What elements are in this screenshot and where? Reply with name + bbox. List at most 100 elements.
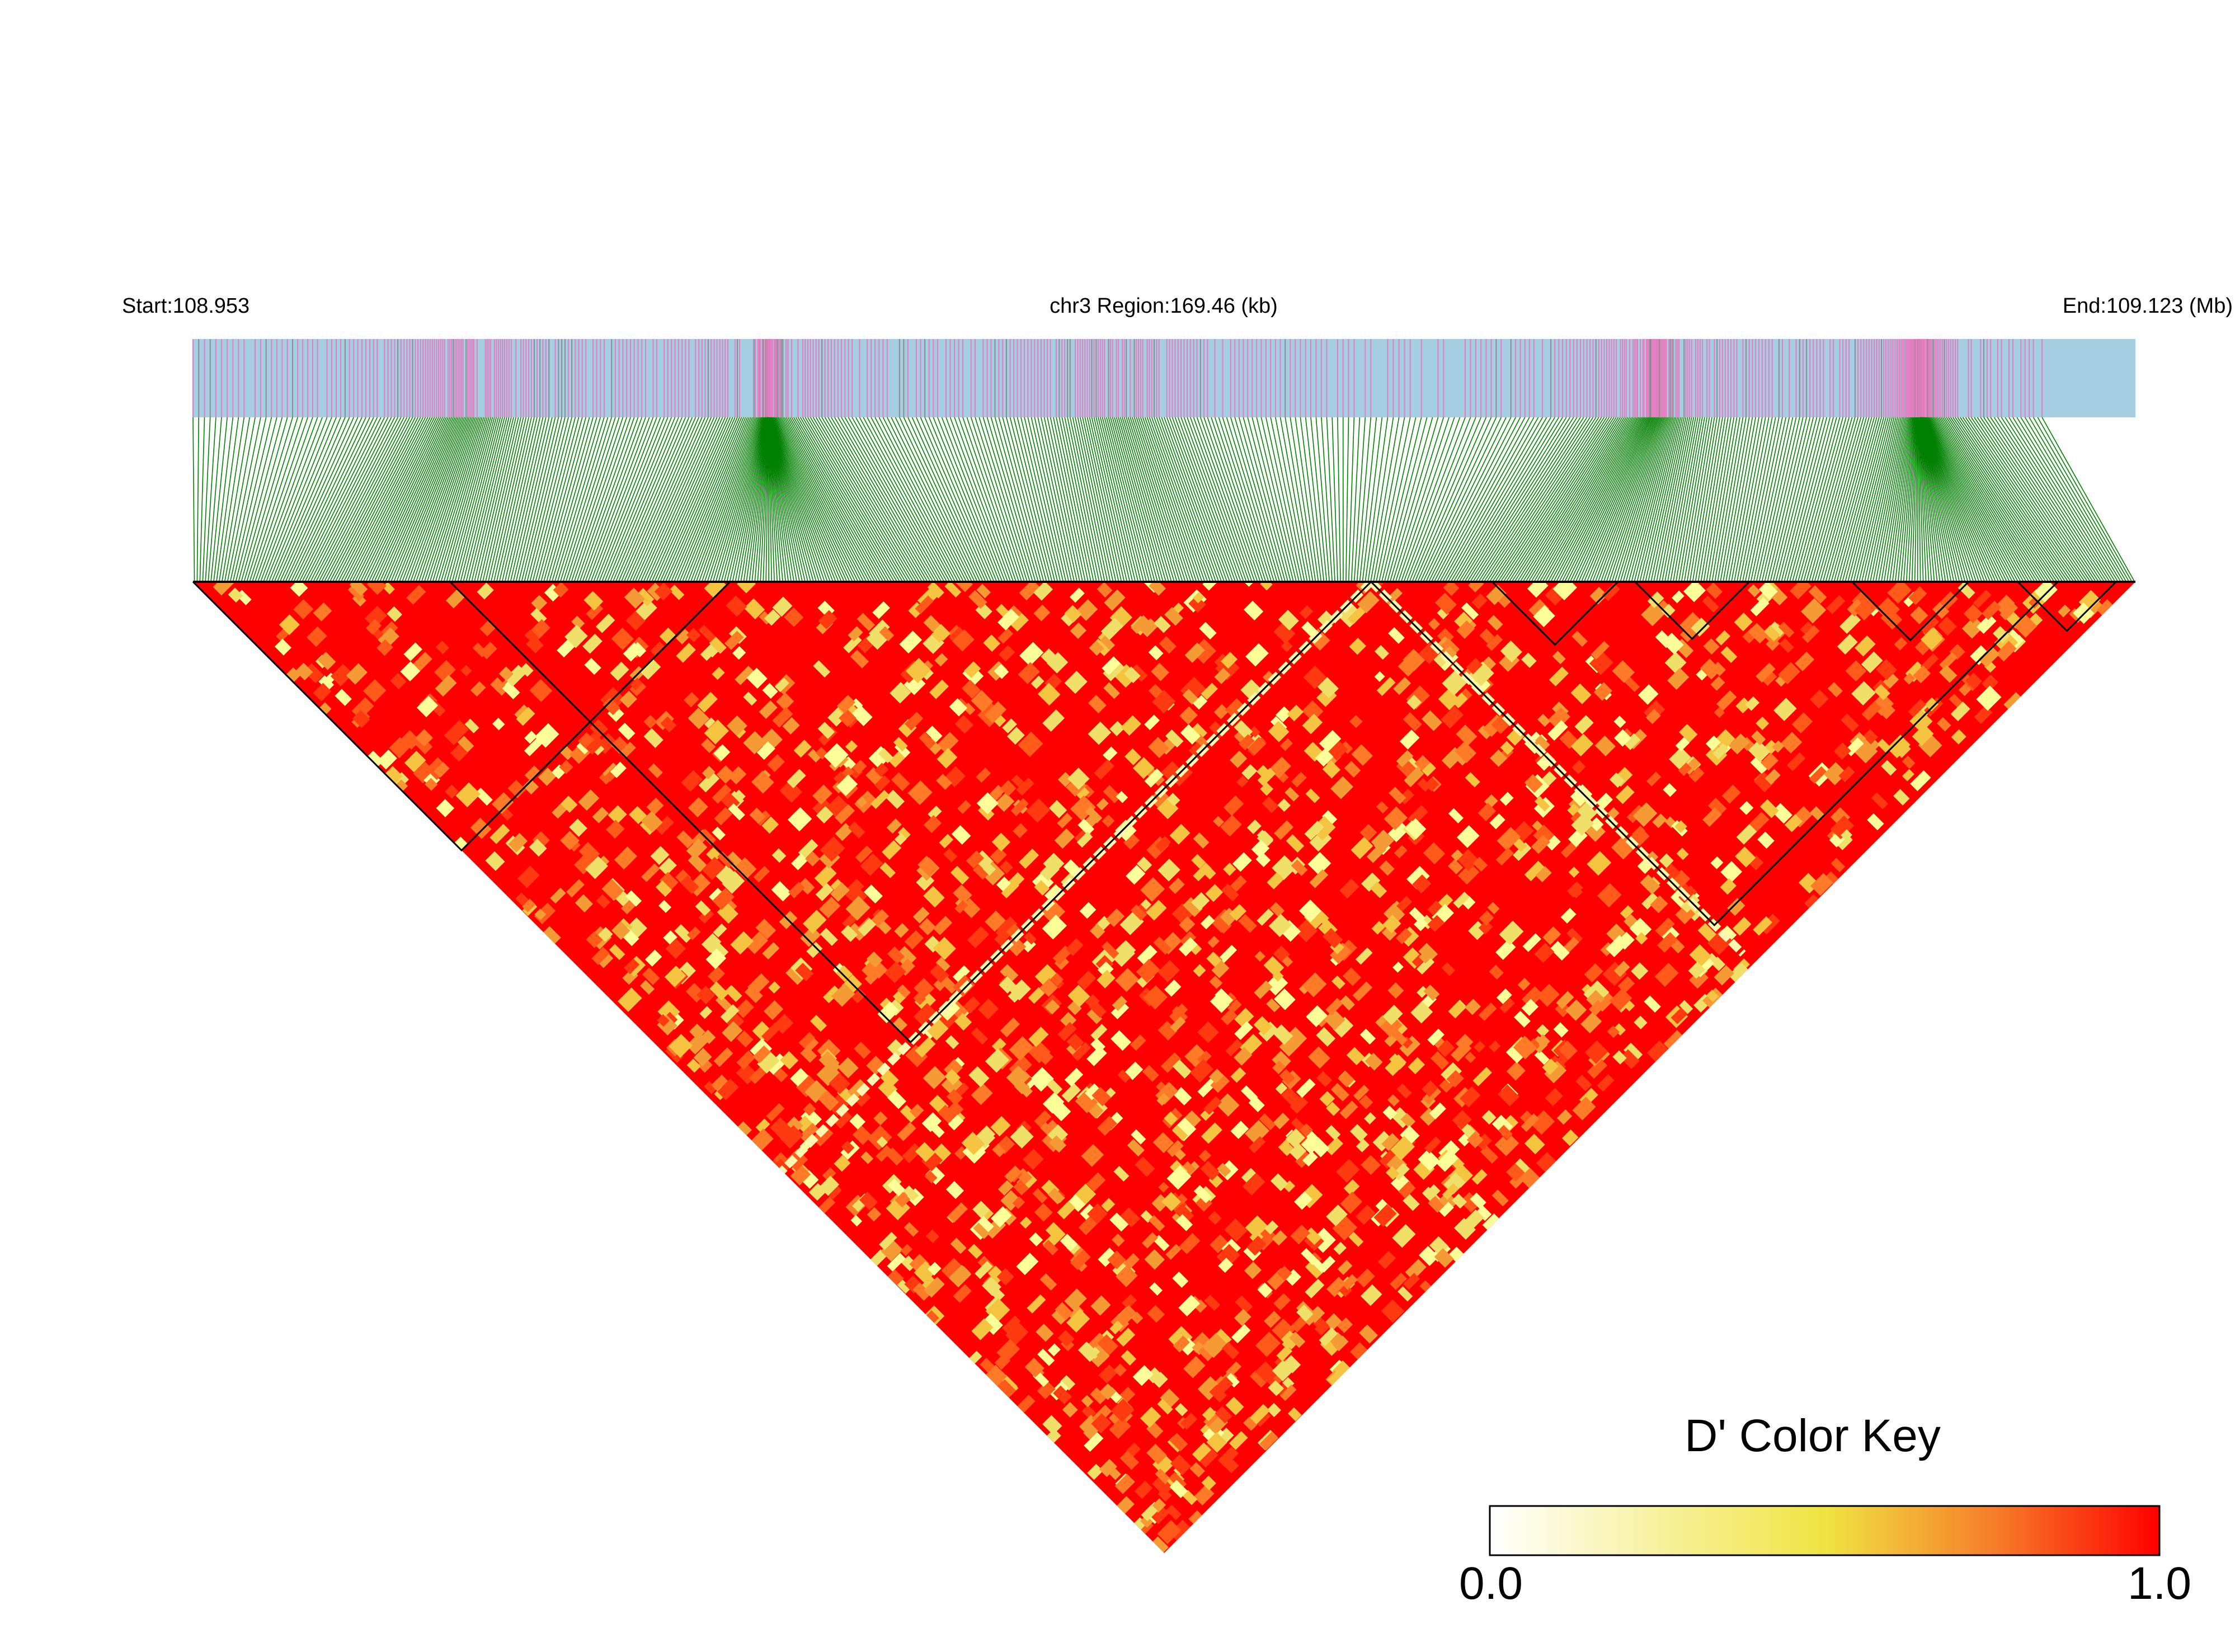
ld-cell xyxy=(1800,621,1815,636)
ld-cell xyxy=(1424,1136,1441,1154)
snp-connector-line xyxy=(591,417,654,581)
snp-connector-line xyxy=(1434,417,1521,581)
ld-cell xyxy=(1691,617,1710,637)
ld-cell xyxy=(1789,582,1811,600)
ld-cell xyxy=(1970,645,1990,665)
ld-cell xyxy=(1427,900,1443,916)
ld-cell xyxy=(1307,1046,1330,1069)
ld-cell xyxy=(1513,1036,1537,1060)
ld-cell xyxy=(752,1045,771,1063)
snp-connector-line xyxy=(1636,417,1678,581)
snp-connector-line xyxy=(1161,417,1222,581)
ld-cell xyxy=(722,870,745,894)
ld-cell xyxy=(1410,1001,1433,1024)
ld-cell xyxy=(1342,1274,1358,1290)
ld-cell xyxy=(1273,1293,1291,1311)
snp-connector-line xyxy=(1629,417,1674,581)
ld-cell xyxy=(1500,741,1514,755)
ld-cell xyxy=(1037,1380,1056,1400)
snp-connector-line xyxy=(702,417,760,581)
ld-cell xyxy=(805,851,820,867)
ld-cell xyxy=(1019,642,1044,666)
snp-connector-line xyxy=(1041,417,1077,581)
ld-cell xyxy=(771,881,792,902)
ld-cell xyxy=(1033,604,1051,622)
ld-cell xyxy=(1257,768,1276,787)
snp-connector-line xyxy=(222,417,250,581)
snp-connector-line xyxy=(916,417,989,581)
ld-cell xyxy=(1023,1149,1044,1170)
ld-cell xyxy=(1214,667,1231,684)
snp-connector-line xyxy=(749,417,769,581)
ld-cell xyxy=(878,748,893,764)
snp-connector-line xyxy=(349,417,433,581)
ld-cell xyxy=(347,584,365,601)
ld-cell xyxy=(951,825,971,845)
ld-cell xyxy=(1006,609,1029,632)
ld-cell xyxy=(1451,849,1464,862)
ld-cell xyxy=(1772,740,1785,753)
ld-cell xyxy=(1178,1295,1200,1317)
ld-cell xyxy=(1064,1288,1087,1311)
ld-cell xyxy=(717,851,734,868)
snp-connector-line xyxy=(1853,417,1895,581)
snp-connector-line xyxy=(730,417,768,581)
ld-cell xyxy=(1465,999,1481,1015)
ld-cell xyxy=(1302,713,1323,735)
ld-cell xyxy=(1085,806,1103,823)
ld-cell xyxy=(1272,1060,1286,1075)
ld-cell xyxy=(744,598,765,620)
ld-cell xyxy=(1455,741,1477,764)
snp-connector-line xyxy=(346,417,431,581)
ld-cell xyxy=(1760,752,1779,771)
ld-cell xyxy=(1047,1428,1061,1443)
snp-connector-line xyxy=(308,417,392,581)
ld-cell xyxy=(1748,623,1769,644)
ld-cell xyxy=(686,838,708,860)
ld-cell xyxy=(1524,860,1545,882)
ld-cell xyxy=(686,1032,708,1055)
ld-cell xyxy=(654,582,673,601)
ld-cell xyxy=(2029,596,2041,609)
ld-cell xyxy=(523,778,539,795)
ld-cell xyxy=(1279,738,1293,751)
ld-cell xyxy=(1392,1224,1416,1248)
ld-cell xyxy=(1175,1214,1193,1231)
snp-connector-line xyxy=(1439,417,1530,581)
color-key-max-label: 1.0 xyxy=(2128,1558,2191,1609)
snp-connector-line xyxy=(1295,417,1319,581)
ld-cell xyxy=(595,614,615,633)
snp-connector-line xyxy=(1767,417,1807,581)
ld-cell xyxy=(658,857,677,876)
ld-cell xyxy=(1586,990,1605,1009)
ld-cell xyxy=(1006,923,1023,940)
snp-connector-line xyxy=(241,417,288,581)
ld-cell xyxy=(1939,652,1958,671)
ld-cell xyxy=(447,719,469,742)
ld-cell xyxy=(887,1178,906,1197)
ld-cell xyxy=(1404,766,1424,788)
snp-connector-line xyxy=(1934,417,2035,581)
ld-cell xyxy=(1893,789,1910,806)
ld-cell xyxy=(859,1192,878,1211)
snp-connector-line xyxy=(1200,417,1258,581)
ld-cell xyxy=(1166,793,1180,807)
snp-connector-line xyxy=(773,417,850,581)
ld-cell xyxy=(1951,729,1966,745)
snp-connector-line xyxy=(1886,417,1912,581)
snp-connector-line xyxy=(1765,417,1804,581)
snp-connector-line xyxy=(1914,417,1918,581)
snp-connector-line xyxy=(2001,417,2107,581)
ld-cell xyxy=(1874,684,1890,700)
ld-cell xyxy=(1124,1061,1144,1080)
ld-cell xyxy=(780,1051,799,1070)
ld-cell xyxy=(1290,1224,1310,1245)
ld-cell xyxy=(954,900,968,914)
snp-connector-line xyxy=(505,417,544,581)
snp-connector-line xyxy=(1093,417,1133,581)
ld-cell xyxy=(1240,679,1262,701)
ld-cell xyxy=(854,1042,871,1059)
ld-cell xyxy=(611,627,634,651)
snp-connector-line xyxy=(1753,417,1790,581)
snp-connector-line xyxy=(690,417,755,581)
